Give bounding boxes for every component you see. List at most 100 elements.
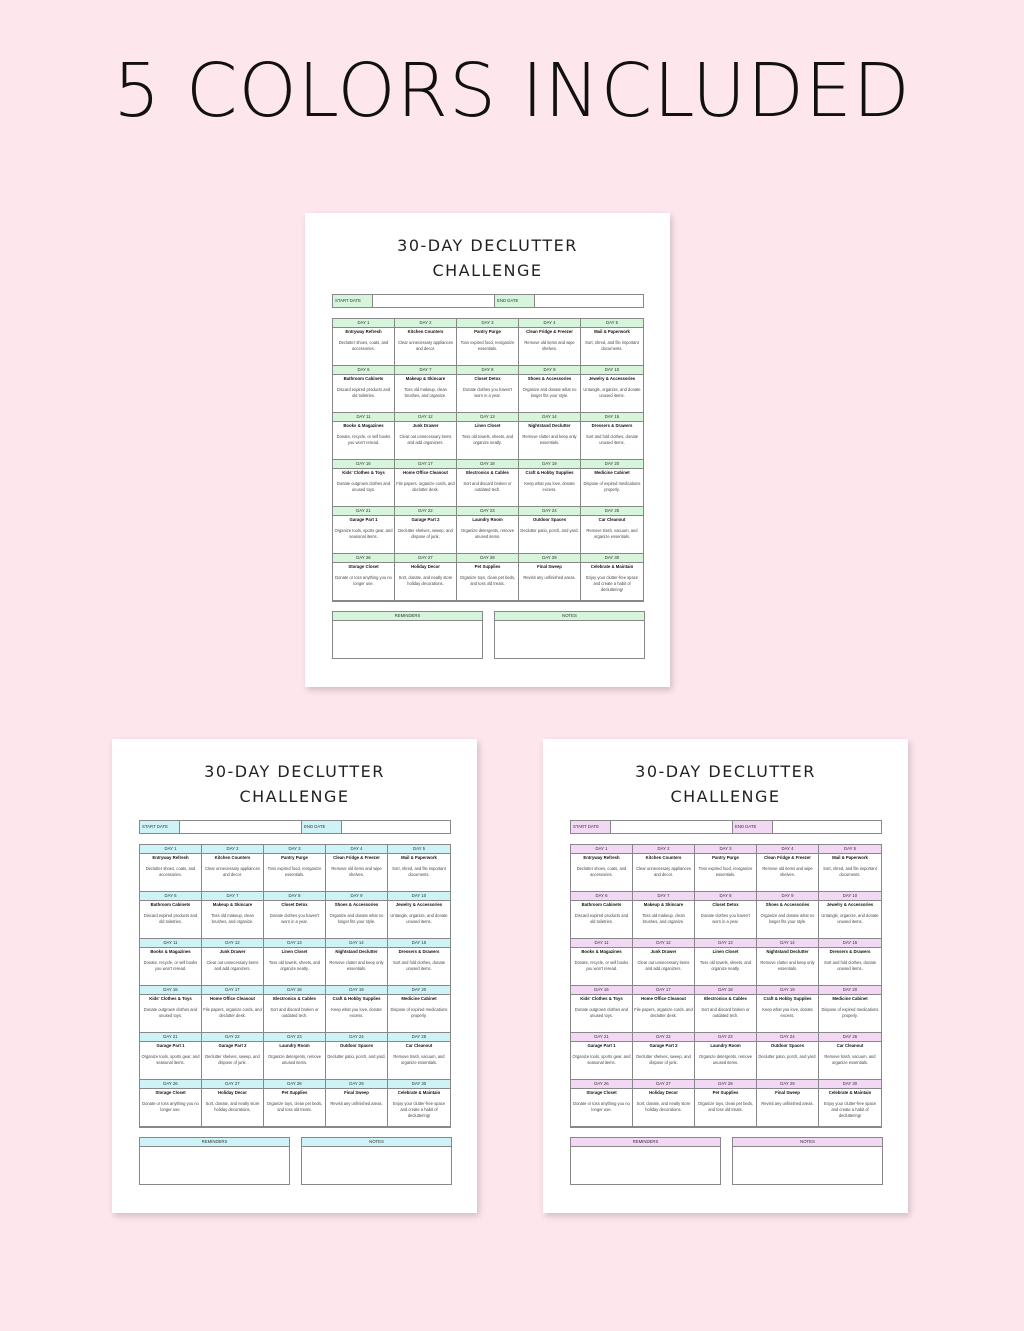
day-task-description: Donate clothes you haven't worn in a yea… [700, 913, 751, 925]
day-number: DAY 27 [633, 1080, 694, 1089]
day-task-description: Enjoy your clutter-free space and create… [823, 1101, 877, 1119]
day-cell: DAY 12 Junk Drawer Clear out unnecessary i… [395, 413, 457, 460]
day-task-description: Enjoy your clutter-free space and create… [585, 575, 639, 593]
day-task-title: Pantry Purge [474, 329, 501, 334]
day-number: DAY 16 [571, 986, 632, 995]
start-date-field[interactable]: START DATE [139, 820, 302, 834]
headline: 5 COLORS INCLUDED [113, 48, 911, 134]
day-task-title: Craft & Hobby Supplies [332, 996, 381, 1001]
day-number: DAY 7 [633, 892, 694, 901]
day-task-title: Shoes & Accessories [334, 902, 379, 907]
day-task-title: Medicine Cabinet [832, 996, 868, 1001]
reminders-box[interactable]: REMINDERS [332, 611, 483, 659]
day-task-description: Enjoy your clutter-free space and create… [392, 1101, 446, 1119]
day-task-description: Revisit any unfinished areas. [330, 1101, 383, 1106]
day-number: DAY 15 [819, 939, 881, 948]
reminders-box[interactable]: REMINDERS [570, 1137, 721, 1185]
day-cell: DAY 7 Makeup & Skincare Toss old makeup, c… [633, 892, 695, 939]
notes-box[interactable]: NOTES [732, 1137, 883, 1185]
day-cell: DAY 23 Laundry Room Organize detergents, r… [695, 1033, 757, 1080]
day-task-description: Sort, shred, and file important document… [823, 866, 877, 878]
end-date-field[interactable]: END DATE [494, 294, 644, 308]
day-task-description: Toss old towels, sheets, and organize ne… [699, 960, 752, 972]
day-cell: DAY 10 Jewelry & Accessories Untangle, org… [388, 892, 450, 939]
day-task-description: Donate or toss anything you no longer us… [335, 575, 392, 587]
day-cell: DAY 21 Garage Part 1 Organize tools, sport… [140, 1033, 202, 1080]
day-task-description: Donate clothes you haven't worn in a yea… [462, 387, 513, 399]
end-date-field[interactable]: END DATE [732, 820, 882, 834]
title-line-2: CHALLENGE [239, 787, 350, 806]
day-number: DAY 4 [326, 845, 387, 854]
day-number: DAY 5 [581, 319, 643, 328]
day-task-description: Toss expired food, reorganize essentials… [460, 340, 515, 352]
day-task-description: Declutter shelves, sweep, and dispose of… [205, 1054, 260, 1066]
day-task-description: Sort and discard broken or outdated tech… [463, 481, 512, 493]
day-task-title: Dressers & Drawers [591, 423, 633, 428]
day-task-title: Bathroom Cabinets [581, 902, 622, 907]
day-cell: DAY 8 Closet Detox Donate clothes you have… [457, 366, 519, 413]
day-grid: DAY 1 Entryway Refresh Declutter shoes, co… [332, 318, 644, 602]
day-task-description: Discard expired products and old toiletr… [574, 913, 629, 925]
title-line-2: CHALLENGE [670, 787, 781, 806]
day-cell: DAY 12 Junk Drawer Clear out unnecessary i… [202, 939, 264, 986]
day-cell: DAY 7 Makeup & Skincare Toss old makeup, c… [202, 892, 264, 939]
notes-box[interactable]: NOTES [494, 611, 645, 659]
day-task-description: Organize tools, sports gear, and seasona… [141, 1054, 200, 1066]
start-date-field[interactable]: START DATE [332, 294, 495, 308]
day-number: DAY 8 [457, 366, 518, 375]
day-cell: DAY 16 Kids' Clothes & Toys Donate outgrow… [571, 986, 633, 1033]
day-task-description: Sort, donate, and neatly store holiday d… [398, 575, 453, 587]
day-task-description: Sort, shred, and file important document… [392, 866, 446, 878]
day-task-title: Storage Closet [348, 564, 379, 569]
end-date-field[interactable]: END DATE [301, 820, 451, 834]
day-number: DAY 21 [571, 1033, 632, 1042]
day-task-title: Nightstand Declutter [335, 949, 378, 954]
day-cell: DAY 6 Bathroom Cabinets Discard expired pr… [333, 366, 395, 413]
day-cell: DAY 1 Entryway Refresh Declutter shoes, co… [571, 845, 633, 892]
day-task-title: Kids' Clothes & Toys [580, 996, 623, 1001]
day-number: DAY 23 [457, 507, 518, 516]
title-line-1: 30-DAY DECLUTTER [397, 236, 578, 255]
day-cell: DAY 27 Holiday Decor Sort, donate, and nea… [633, 1080, 695, 1127]
reminders-box[interactable]: REMINDERS [139, 1137, 290, 1185]
day-task-title: Clean Fridge & Freezer [333, 855, 380, 860]
day-cell: DAY 30 Celebrate & Maintain Enjoy your clu… [581, 554, 643, 601]
day-task-description: Sort and fold clothes, donate unused ite… [823, 960, 877, 972]
day-number: DAY 13 [695, 939, 756, 948]
day-task-description: Revisit any unfinished areas. [523, 575, 576, 580]
day-number: DAY 1 [571, 845, 632, 854]
day-cell: DAY 6 Bathroom Cabinets Discard expired pr… [140, 892, 202, 939]
start-date-field[interactable]: START DATE [570, 820, 733, 834]
day-task-title: Pet Supplies [474, 564, 501, 569]
day-cell: DAY 28 Pet Supplies Organize toys, clean p… [695, 1080, 757, 1127]
day-cell: DAY 6 Bathroom Cabinets Discard expired pr… [571, 892, 633, 939]
day-cell: DAY 9 Shoes & Accessories Organize and don… [519, 366, 581, 413]
day-cell: DAY 15 Dressers & Drawers Sort and fold cl… [388, 939, 450, 986]
day-cell: DAY 7 Makeup & Skincare Toss old makeup, c… [395, 366, 457, 413]
day-number: DAY 26 [140, 1080, 201, 1089]
day-cell: DAY 2 Kitchen Counters Clear unnecessary a… [202, 845, 264, 892]
day-cell: DAY 11 Books & Magazines Donate, recycle, … [140, 939, 202, 986]
day-task-title: Home Office Cleanout [641, 996, 686, 1001]
day-number: DAY 1 [140, 845, 201, 854]
day-number: DAY 12 [395, 413, 456, 422]
day-number: DAY 2 [202, 845, 263, 854]
day-task-title: Final Sweep [537, 564, 562, 569]
notes-box[interactable]: NOTES [301, 1137, 452, 1185]
planner-page-blue: 30-DAY DECLUTTER CHALLENGE START DATE END D… [112, 739, 477, 1213]
day-task-title: Makeup & Skincare [643, 902, 684, 907]
day-task-title: Entryway Refresh [345, 329, 382, 334]
end-date-label: END DATE [733, 821, 773, 833]
day-task-description: Organize detergents, remove unused items… [460, 528, 515, 540]
day-task-title: Makeup & Skincare [405, 376, 446, 381]
day-task-title: Nightstand Declutter [528, 423, 571, 428]
day-task-description: Donate or toss anything you no longer us… [142, 1101, 199, 1113]
day-task-description: Untangle, organize, and donate unused it… [821, 913, 879, 925]
day-grid: DAY 1 Entryway Refresh Declutter shoes, co… [139, 844, 451, 1128]
day-number: DAY 20 [819, 986, 881, 995]
day-cell: DAY 4 Clean Fridge & Freezer Remove old it… [757, 845, 819, 892]
day-cell: DAY 27 Holiday Decor Sort, donate, and nea… [395, 554, 457, 601]
day-task-description: Remove old items and wipe shelves. [331, 866, 382, 878]
day-task-description: Declutter patio, porch, and yard. [520, 528, 579, 533]
day-cell: DAY 29 Final Sweep Revisit any unfinished … [757, 1080, 819, 1127]
